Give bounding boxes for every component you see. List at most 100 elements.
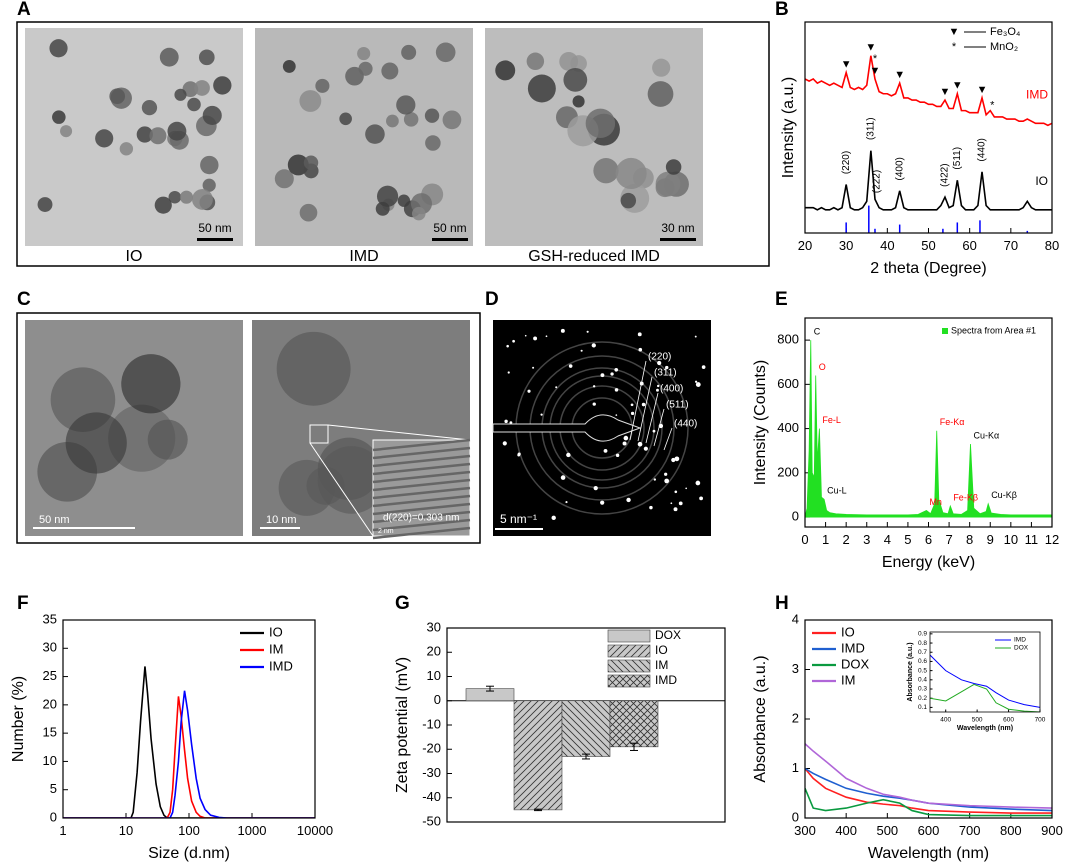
- x-tick-label: 9: [987, 532, 994, 547]
- diffraction-spot: [603, 448, 608, 453]
- legend-label: DOX: [841, 656, 870, 671]
- legend-swatch: [942, 328, 948, 334]
- particle: [299, 90, 322, 112]
- diffraction-spot: [568, 364, 573, 368]
- diffraction-spot: [532, 366, 535, 369]
- diffraction-spot: [657, 360, 662, 366]
- x-tick-label: 40: [880, 238, 894, 253]
- particle: [168, 190, 182, 204]
- diffraction-spot: [638, 347, 643, 352]
- peak-marker: ▼: [977, 84, 988, 96]
- diffraction-spot: [674, 490, 678, 494]
- peak-label: (220): [841, 151, 852, 174]
- particle: [287, 154, 309, 176]
- x-tick-label: 1000: [238, 823, 267, 838]
- particle: [159, 47, 179, 67]
- scale-bar: [660, 238, 696, 241]
- plot-area: [805, 340, 1052, 518]
- diffraction-spot: [592, 402, 596, 406]
- plot-frame: [804, 317, 1053, 528]
- series-line: [805, 743, 1052, 809]
- panel-label: C: [17, 289, 31, 310]
- scale-bar-label: 50 nm: [39, 514, 70, 526]
- legend-label: Spectra from Area #1: [951, 325, 1036, 335]
- legend-label: Fe₃O₄: [990, 26, 1021, 38]
- particle: [147, 419, 188, 460]
- diffraction-spot: [566, 452, 571, 458]
- y-tick-label: 0: [792, 508, 799, 523]
- y-tick-label: -40: [422, 789, 441, 804]
- y-tick-label: 0.4: [918, 677, 927, 684]
- legend-swatch: [607, 674, 651, 688]
- peak-marker: ▼: [870, 65, 881, 77]
- beam-stop: [492, 414, 642, 442]
- diffraction-spot: [560, 328, 565, 333]
- diffraction-spot: [674, 456, 680, 462]
- bar: [561, 700, 611, 757]
- peak-label: (511): [952, 147, 963, 170]
- diffraction-spot: [653, 478, 657, 481]
- particle: [141, 99, 158, 116]
- inset-scale: 2 nm: [378, 528, 394, 535]
- y-tick-label: 30: [427, 619, 441, 634]
- x-tick-label: 1: [822, 532, 829, 547]
- scale-bar-label: 10 nm: [266, 514, 297, 526]
- diffraction-spot: [699, 496, 703, 501]
- spectrum-area: [805, 340, 1052, 518]
- series-line: [805, 767, 1052, 812]
- peak-label: (311): [866, 117, 877, 140]
- bar: [513, 700, 563, 811]
- particle: [109, 88, 126, 105]
- y-tick-label: 5: [50, 781, 57, 796]
- particle: [358, 61, 373, 76]
- y-tick-label: 20: [43, 696, 57, 711]
- particle: [403, 112, 419, 127]
- particle: [585, 108, 616, 139]
- scale-bar-label: 50 nm: [198, 221, 231, 235]
- peak-label: (400): [894, 157, 905, 180]
- zoom-line: [309, 442, 374, 537]
- y-tick-label: -20: [422, 741, 441, 756]
- particle: [620, 192, 637, 209]
- series-line: [805, 55, 1052, 127]
- diffraction-spot: [664, 478, 670, 484]
- lattice-fringe: [372, 462, 471, 476]
- particle: [119, 142, 134, 156]
- diffraction-spot: [637, 332, 642, 337]
- particle: [526, 52, 545, 71]
- y-tick-label: 10: [43, 753, 57, 768]
- y-tick-label: 0: [434, 692, 441, 707]
- lattice-fringe: [372, 526, 471, 540]
- ring-pointer: [645, 392, 659, 444]
- particle: [174, 88, 187, 101]
- peak-label: Cu-L: [827, 486, 847, 496]
- legend-label: IO: [841, 624, 855, 639]
- lattice-fringe: [372, 446, 471, 460]
- particle: [192, 188, 213, 210]
- diffraction-spot: [504, 419, 508, 424]
- y-tick-label: 35: [43, 611, 57, 626]
- particle: [563, 67, 588, 92]
- lattice-fringe: [372, 454, 471, 468]
- diffraction-spot: [671, 457, 676, 463]
- y-tick-label: 0: [792, 809, 799, 824]
- particle: [154, 196, 172, 214]
- diffraction-spot: [615, 453, 620, 458]
- panel-label: E: [775, 289, 788, 310]
- particle: [202, 105, 222, 125]
- diffraction-spot: [527, 389, 531, 393]
- y-tick-label: 0.6: [918, 658, 927, 665]
- particle: [647, 81, 674, 107]
- plot-area: [805, 55, 1052, 233]
- diffraction-spot: [695, 382, 701, 387]
- diffraction-spot: [517, 453, 521, 457]
- diffraction-spot: [615, 414, 618, 416]
- lattice-fringe: [372, 438, 471, 452]
- particle: [442, 110, 462, 130]
- particle: [194, 80, 210, 96]
- y-tick-label: 200: [777, 464, 799, 479]
- y-axis-label: Intensity (a.u.): [780, 77, 797, 178]
- x-tick-label: 20: [798, 238, 812, 253]
- x-tick-label: 2: [843, 532, 850, 547]
